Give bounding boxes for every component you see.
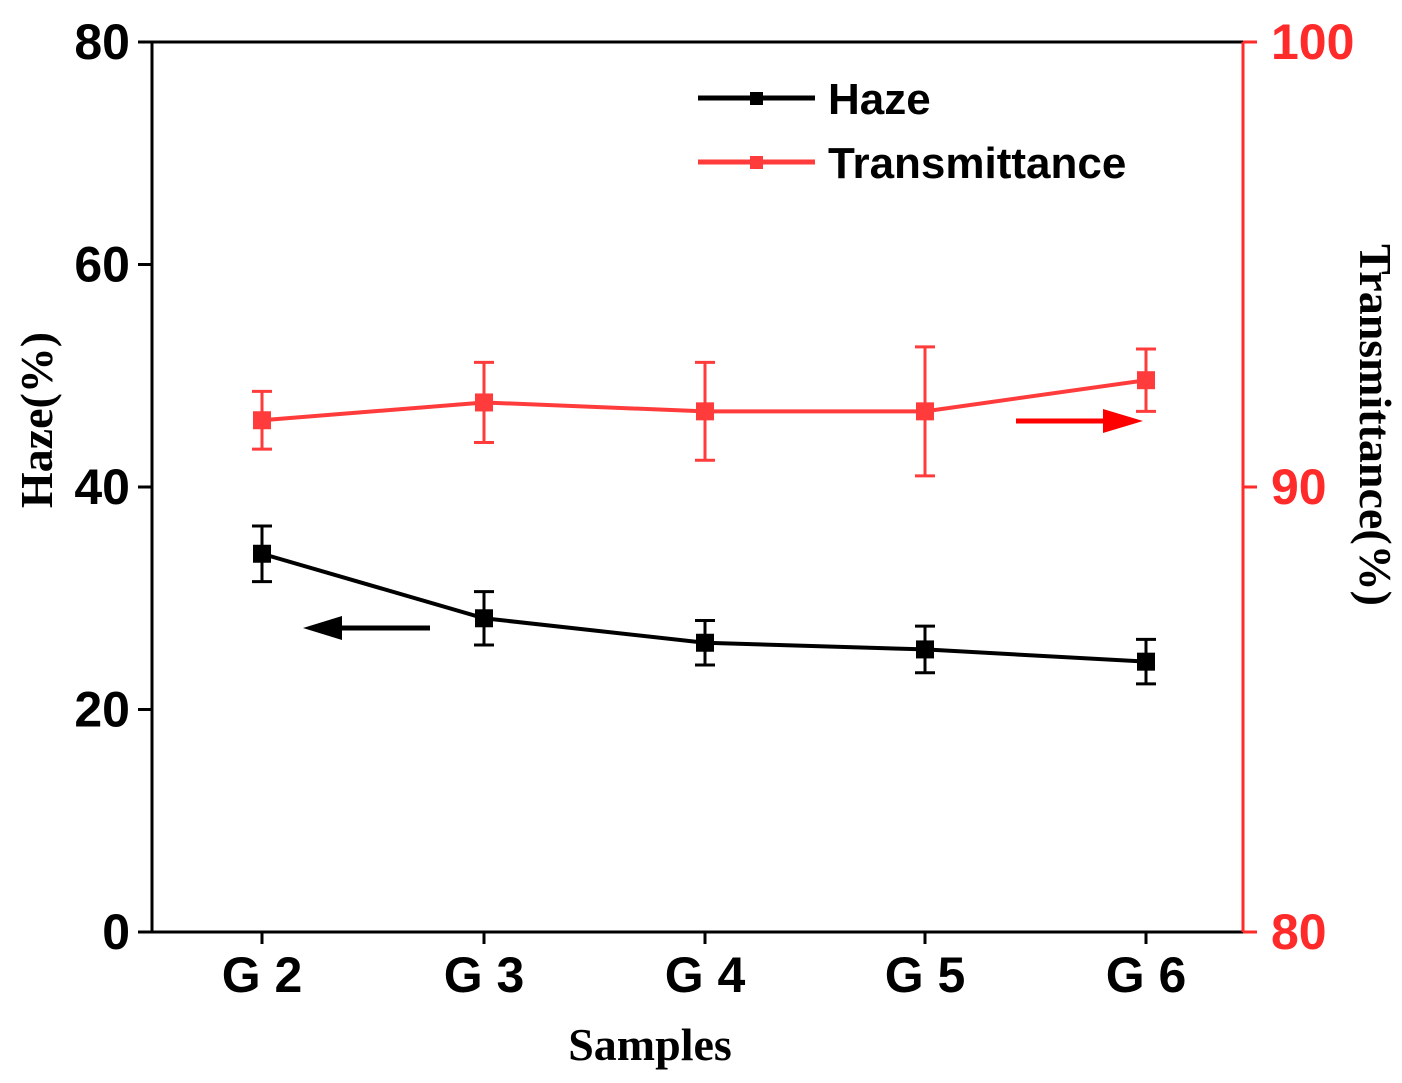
right-axis-title: Transmittance(%) (1350, 244, 1401, 606)
x-tick-label: G 2 (222, 947, 303, 1003)
x-tick-label: G 5 (885, 947, 966, 1003)
x-axis-title: Samples (568, 1019, 732, 1070)
left-axis-title: Haze(%) (11, 332, 62, 508)
x-tick-label: G 3 (444, 947, 525, 1003)
data-point-haze (696, 633, 714, 652)
left-tick-label: 60 (74, 237, 130, 293)
right-tick-label: 80 (1271, 904, 1327, 960)
data-point-transmittance (1137, 371, 1155, 390)
data-point-haze (1137, 652, 1155, 671)
series-haze (252, 524, 1156, 686)
data-point-haze (475, 609, 493, 628)
left-tick-label: 0 (102, 904, 130, 960)
left-tick-label: 40 (74, 459, 130, 515)
x-tick-label: G 6 (1106, 947, 1187, 1003)
x-tick-label: G 4 (665, 947, 746, 1003)
series-transmittance (252, 345, 1156, 478)
left-tick-label: 80 (74, 14, 130, 70)
legend-transmittance-marker (750, 156, 763, 169)
data-point-haze (916, 640, 934, 659)
data-point-haze (253, 544, 271, 563)
legend: Haze Transmittance (698, 75, 1126, 188)
data-point-transmittance (475, 393, 493, 412)
haze-axis-arrow (303, 616, 430, 640)
legend-haze-marker (750, 92, 763, 105)
left-tick-label: 20 (74, 682, 130, 738)
transmittance-axis-arrow (1016, 409, 1143, 433)
legend-transmittance-label: Transmittance (828, 139, 1126, 188)
right-tick-label: 100 (1271, 14, 1354, 70)
legend-haze-label: Haze (828, 75, 931, 124)
data-point-transmittance (696, 402, 714, 421)
data-point-transmittance (916, 402, 934, 421)
data-point-transmittance (253, 411, 271, 430)
right-tick-label: 90 (1271, 459, 1327, 515)
